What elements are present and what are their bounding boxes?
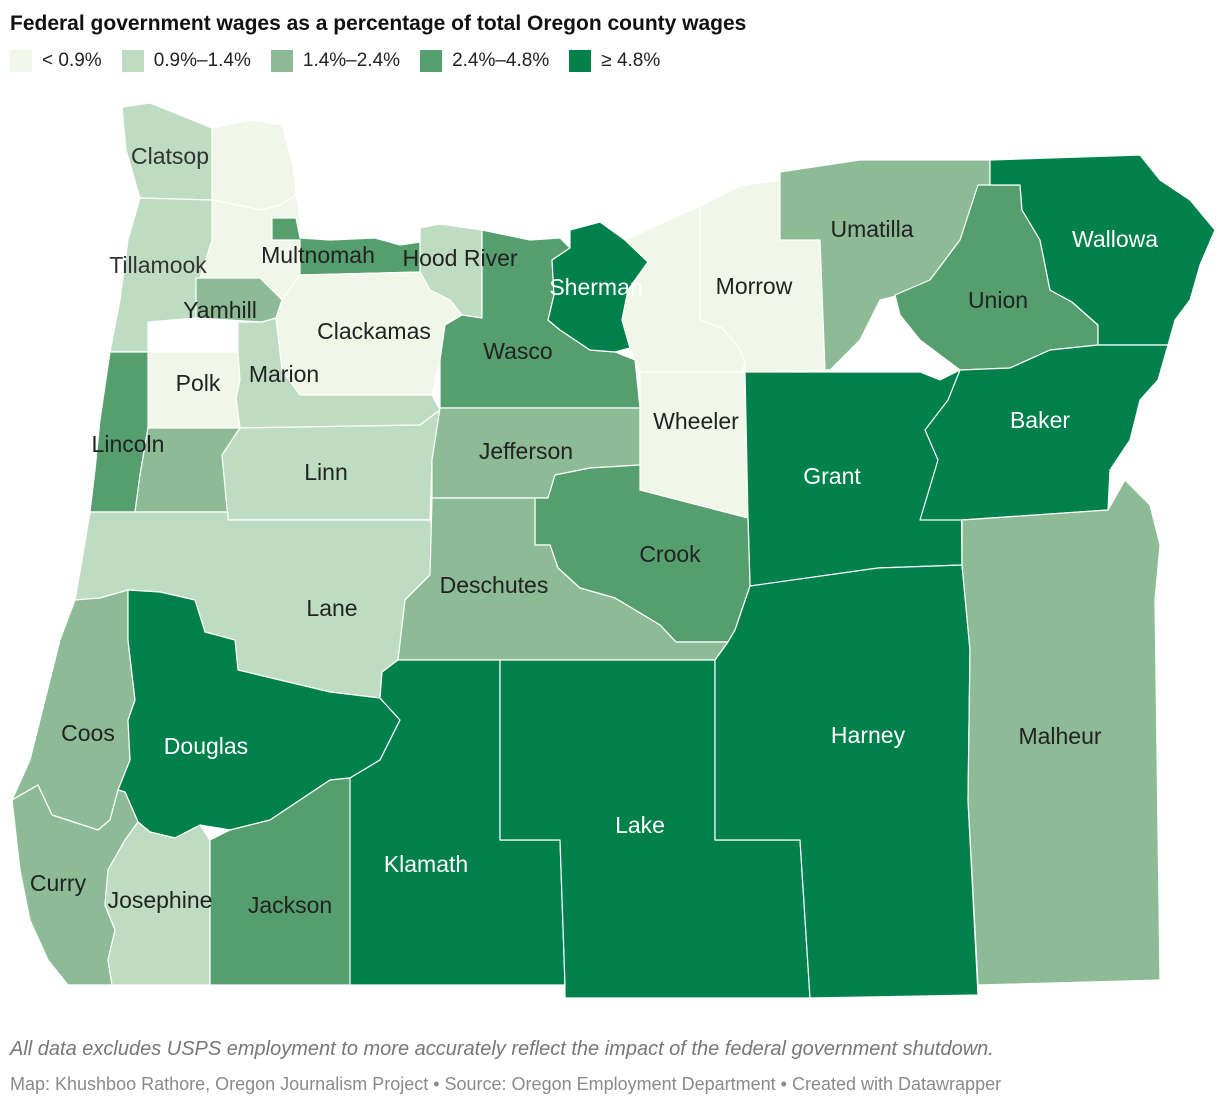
county-label-yamhill: Yamhill [183,297,257,323]
county-columbia[interactable] [211,119,297,211]
chart-title: Federal government wages as a percentage… [10,12,747,35]
county-label-sherman: Sherman [549,274,642,300]
county-label-wallowa: Wallowa [1072,226,1158,252]
county-label-curry: Curry [30,870,87,896]
county-label-douglas: Douglas [164,733,248,759]
legend-label: 2.4%–4.8% [452,50,550,71]
county-label-lincoln: Lincoln [92,431,165,457]
legend-swatch [121,50,144,72]
legend-swatch [270,50,293,72]
county-malheur[interactable] [961,479,1161,986]
county-label-crook: Crook [639,541,701,567]
county-label-grant: Grant [803,463,861,489]
oregon-county-map: Clatsop Tillamook Multnomah Hood River Yamhi… [11,102,1216,999]
county-label-umatilla: Umatilla [830,216,913,242]
county-label-deschutes: Deschutes [440,572,549,598]
legend-label: < 0.9% [42,50,102,71]
legend-item-3: 2.4%–4.8% [420,50,549,72]
county-label-jefferson: Jefferson [479,438,573,464]
county-label-clackamas: Clackamas [317,318,431,344]
county-baker[interactable] [919,344,1169,521]
county-label-jackson: Jackson [248,892,332,918]
county-label-polk: Polk [176,370,221,396]
county-label-malheur: Malheur [1018,723,1101,749]
county-jackson[interactable] [209,777,356,986]
county-label-wheeler: Wheeler [653,408,739,434]
legend-label: ≥ 4.8% [601,50,661,71]
legend-label: 0.9%–1.4% [153,50,251,71]
county-label-marion: Marion [249,361,319,387]
county-label-lake: Lake [615,812,665,838]
county-label-baker: Baker [1010,407,1070,433]
county-label-morrow: Morrow [716,273,793,299]
county-label-union: Union [968,287,1028,313]
footnote: All data excludes USPS employment to mor… [10,1038,994,1060]
legend-item-4: ≥ 4.8% [569,50,660,72]
county-morrow[interactable] [699,179,826,373]
county-label-wasco: Wasco [483,338,552,364]
county-label-hoodriver: Hood River [402,245,517,271]
county-label-lane: Lane [306,595,357,621]
county-tillamook[interactable] [109,197,213,353]
legend-item-0: < 0.9% [10,50,102,72]
legend-swatch [420,50,443,72]
legend-swatch [569,50,592,72]
county-label-klamath: Klamath [384,851,468,877]
legend-item-2: 1.4%–2.4% [270,50,401,72]
county-deschutes[interactable] [397,497,729,661]
county-label-linn: Linn [304,459,347,485]
legend-swatch [10,50,32,72]
county-multnomah[interactable] [271,217,421,276]
legend-item-1: 0.9%–1.4% [121,50,251,72]
county-klamath[interactable] [349,659,566,986]
county-josephine[interactable] [104,821,211,986]
county-label-tillamook: Tillamook [109,252,207,278]
county-label-josephine: Josephine [108,887,213,913]
county-label-multnomah: Multnomah [261,242,375,268]
county-label-harney: Harney [831,722,906,748]
legend-label: 1.4%–2.4% [302,50,401,71]
credit-line: Map: Khushboo Rathore, Oregon Journalism… [10,1074,1002,1094]
county-label-clatsop: Clatsop [131,143,209,169]
legend: < 0.9% 0.9%–1.4% 1.4%–2.4% 2.4%–4.8% ≥ 4… [10,50,680,72]
county-linn[interactable] [221,409,441,521]
county-label-coos: Coos [61,720,115,746]
